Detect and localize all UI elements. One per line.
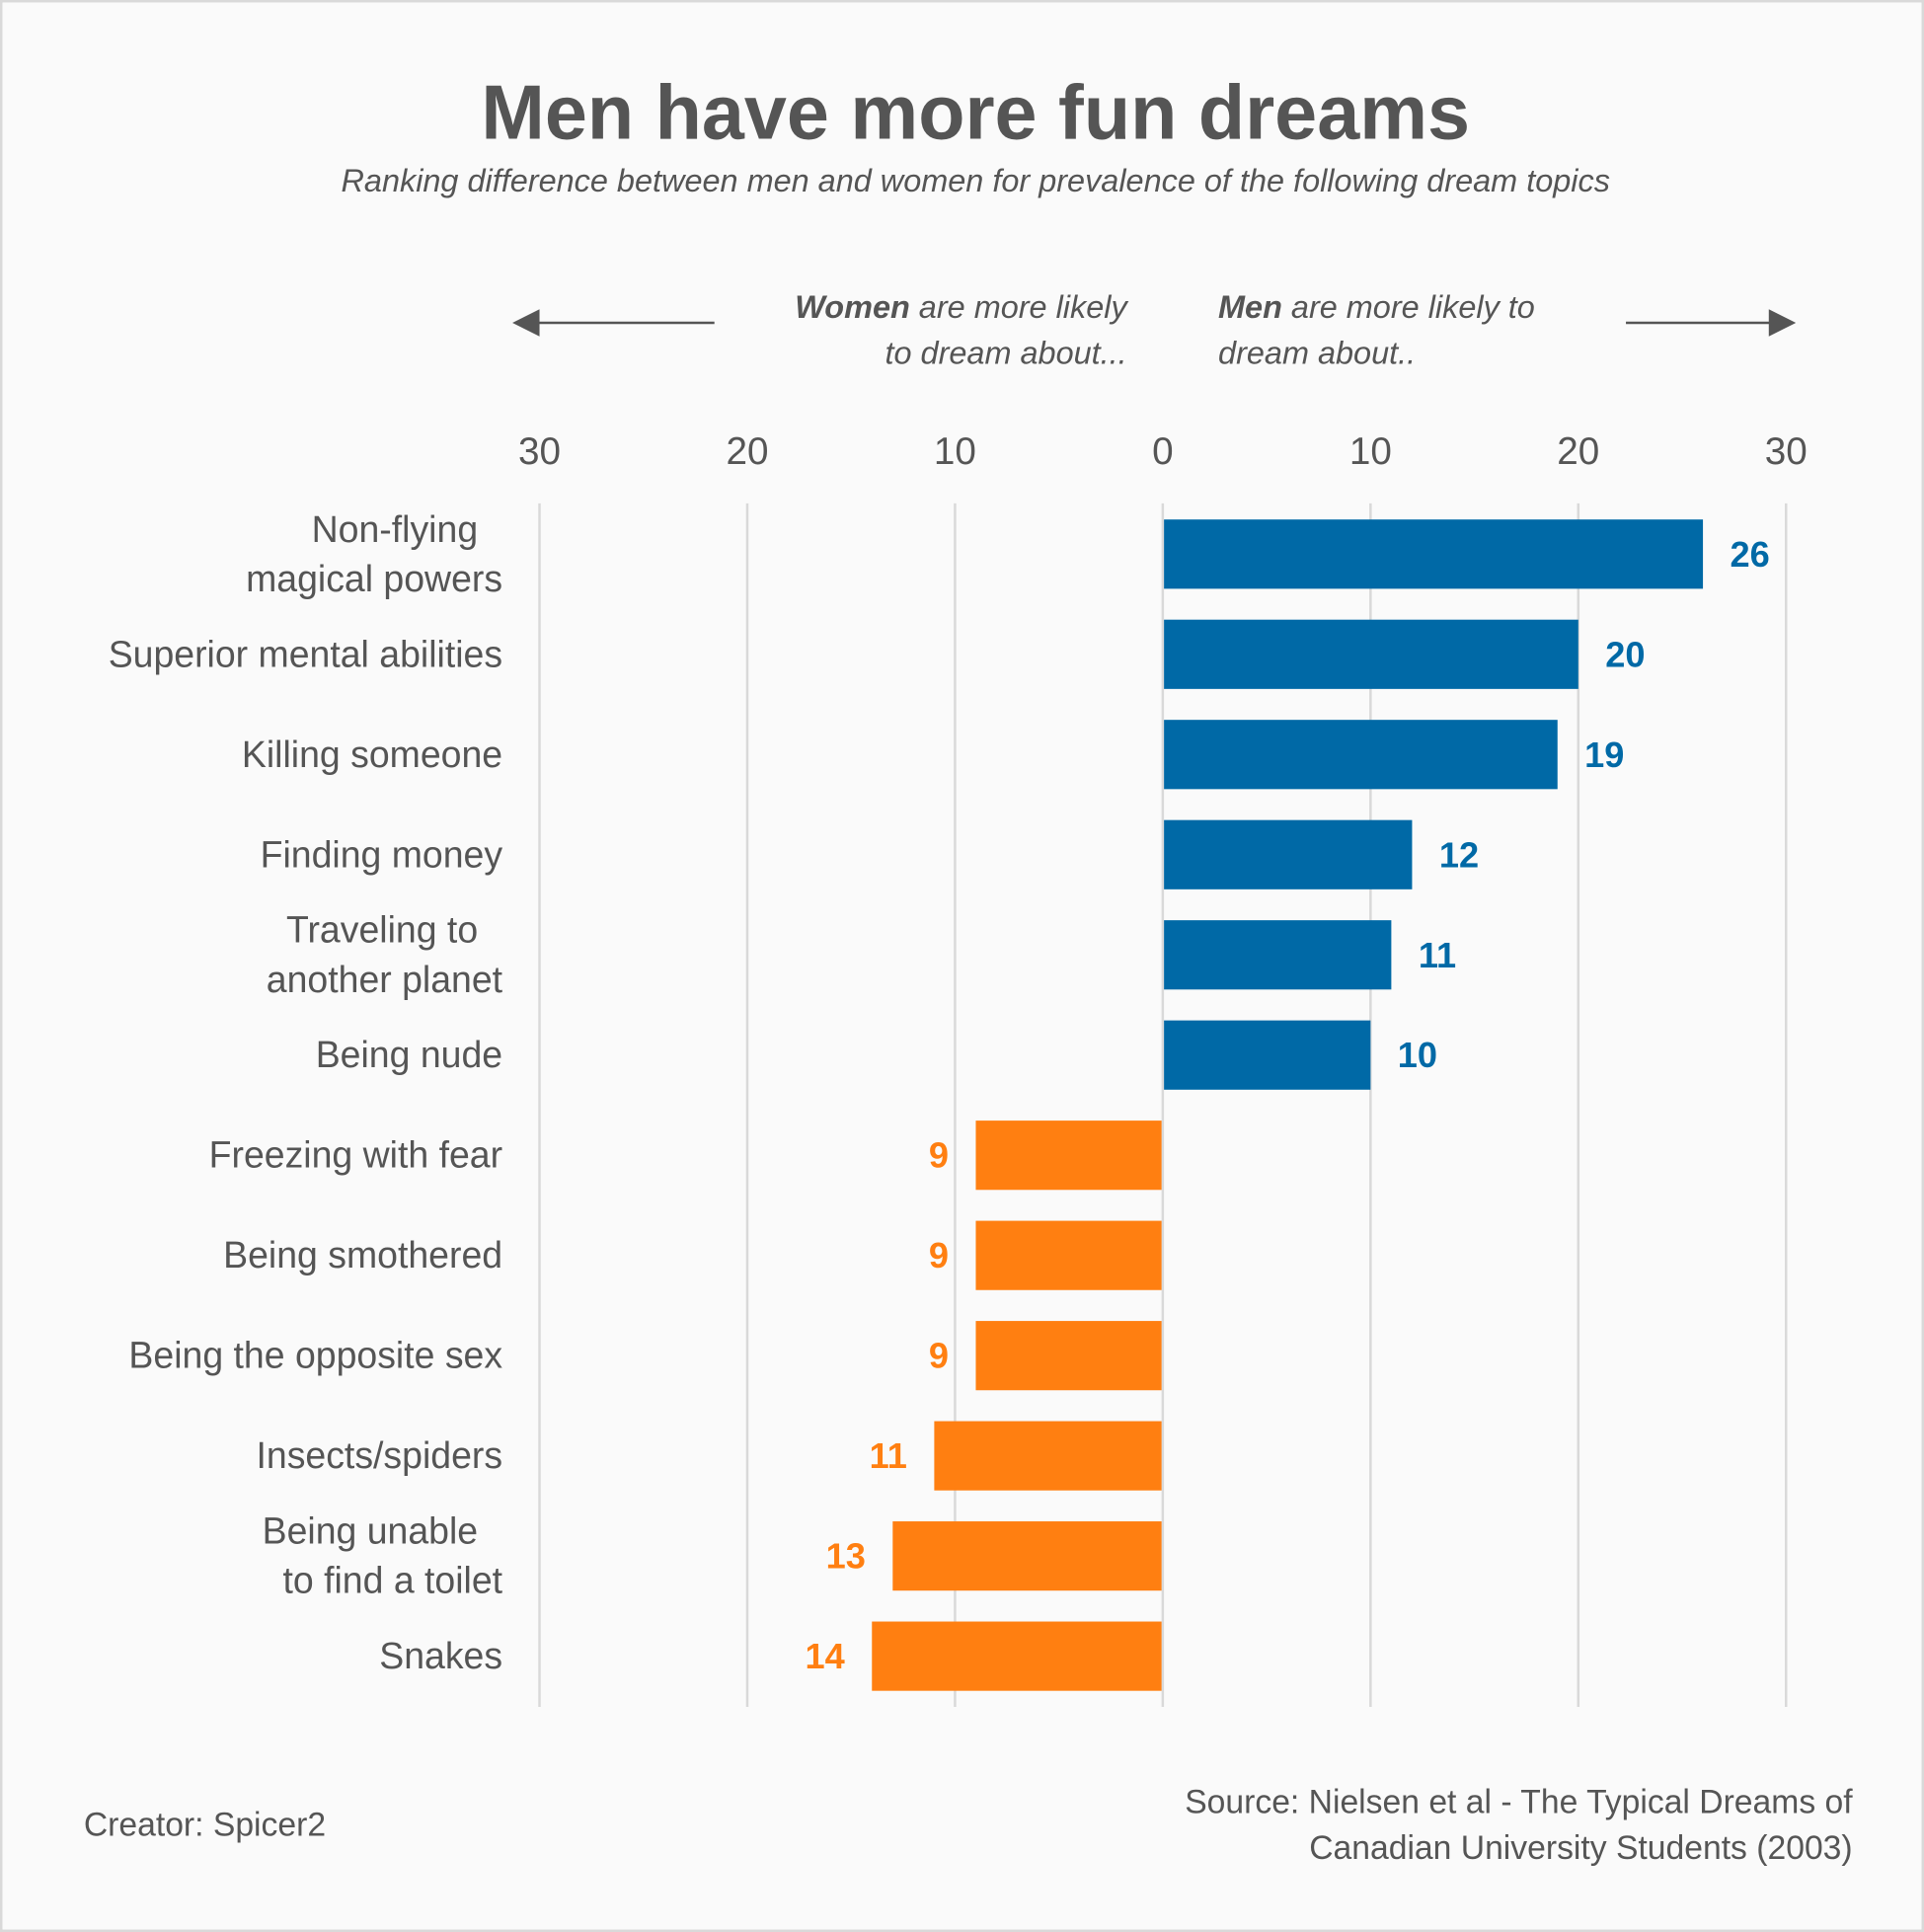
men-annotation: Men are more likely to dream about.. <box>1218 289 1797 370</box>
source-line-2: Canadian University Students (2003) <box>1309 1829 1852 1867</box>
value-label: 11 <box>870 1435 907 1476</box>
category-label-line: magical powers <box>246 558 502 599</box>
tick-label: 0 <box>1152 430 1174 473</box>
tick-label: 20 <box>726 430 768 473</box>
gridlines <box>538 502 1788 1707</box>
bar-women <box>975 1321 1162 1391</box>
svg-text:Men are more likely to: Men are more likely to <box>1218 289 1535 325</box>
bar-men <box>1164 720 1558 790</box>
category-label: Finding money <box>261 833 503 875</box>
svg-text:Women are more likely: Women are more likely <box>795 289 1128 325</box>
category-label: Being unable to find a toilet <box>263 1510 503 1601</box>
value-label: 11 <box>1419 935 1456 975</box>
category-label-line: Superior mental abilities <box>109 633 502 674</box>
value-label: 9 <box>929 1235 949 1275</box>
category-label: Killing someone <box>242 734 502 775</box>
category-label: Being smothered <box>223 1234 502 1275</box>
bars: 26 20 19 12 11 10 9 9 9 11 13 14 <box>806 519 1770 1691</box>
men-label: Men <box>1218 289 1282 325</box>
chart-title: Men have more fun dreams <box>481 70 1470 155</box>
left-arrow-icon <box>512 309 540 337</box>
bar-women <box>975 1121 1162 1191</box>
bar-women <box>934 1421 1162 1491</box>
category-label-line: Traveling to <box>286 909 478 951</box>
category-label-line: Being the opposite sex <box>128 1335 502 1376</box>
bar-women <box>892 1521 1162 1591</box>
category-label: Traveling to another planet <box>267 909 503 1000</box>
women-annotation: Women are more likely to dream about... <box>512 289 1128 370</box>
category-label-line: Freezing with fear <box>209 1134 502 1176</box>
value-label: 12 <box>1439 834 1479 875</box>
category-label: Freezing with fear <box>209 1134 502 1176</box>
bar-men <box>1164 1020 1371 1090</box>
value-label: 10 <box>1398 1035 1437 1075</box>
category-label-line: Being unable <box>263 1510 479 1552</box>
bar-men <box>1164 819 1413 889</box>
bar-men <box>1164 920 1392 990</box>
category-label: Being the opposite sex <box>128 1335 502 1376</box>
category-label-line: Non-flying <box>312 508 478 550</box>
source-line-1: Source: Nielsen et al - The Typical Drea… <box>1185 1784 1853 1821</box>
category-label: Superior mental abilities <box>109 633 502 674</box>
right-arrow-icon <box>1768 309 1797 337</box>
women-text: are more likely <box>910 289 1129 325</box>
value-label: 9 <box>929 1336 949 1376</box>
tick-label: 10 <box>1349 430 1392 473</box>
category-label-line: Being smothered <box>223 1234 502 1275</box>
value-label: 26 <box>1731 534 1770 575</box>
category-label-line: Insects/spiders <box>256 1434 502 1476</box>
category-label-line: to find a toilet <box>282 1560 502 1601</box>
category-label-line: Killing someone <box>242 734 502 775</box>
bar-women <box>872 1621 1162 1691</box>
category-labels: Non-flying magical powers Superior mental … <box>109 508 503 1676</box>
value-label: 14 <box>806 1636 845 1676</box>
tick-label: 10 <box>934 430 976 473</box>
women-label: Women <box>795 289 910 325</box>
value-label: 13 <box>826 1536 866 1577</box>
tick-label: 30 <box>518 430 561 473</box>
category-label: Non-flying magical powers <box>246 508 502 599</box>
tick-label: 20 <box>1557 430 1599 473</box>
bar-women <box>975 1220 1162 1290</box>
bar-men <box>1164 519 1704 589</box>
value-label: 20 <box>1605 634 1645 674</box>
tick-label: 30 <box>1765 430 1808 473</box>
men-text-line2: dream about.. <box>1218 335 1416 370</box>
value-label: 9 <box>929 1135 949 1176</box>
category-label-line: Being nude <box>316 1034 502 1075</box>
x-axis-ticks: 30 20 10 0 10 20 30 <box>518 430 1808 473</box>
value-label: 19 <box>1584 734 1624 775</box>
category-label: Insects/spiders <box>256 1434 502 1476</box>
men-text: are more likely to <box>1282 289 1535 325</box>
chart-subtitle: Ranking difference between men and women… <box>341 163 1609 198</box>
category-label: Being nude <box>316 1034 502 1075</box>
women-text-line2: to dream about... <box>885 335 1127 370</box>
bar-men <box>1164 619 1578 689</box>
category-label-line: Finding money <box>261 833 503 875</box>
creator-credit: Creator: Spicer2 <box>84 1806 326 1843</box>
category-label-line: Snakes <box>379 1635 502 1676</box>
category-label-line: another planet <box>267 959 503 1000</box>
category-label: Snakes <box>379 1635 502 1676</box>
